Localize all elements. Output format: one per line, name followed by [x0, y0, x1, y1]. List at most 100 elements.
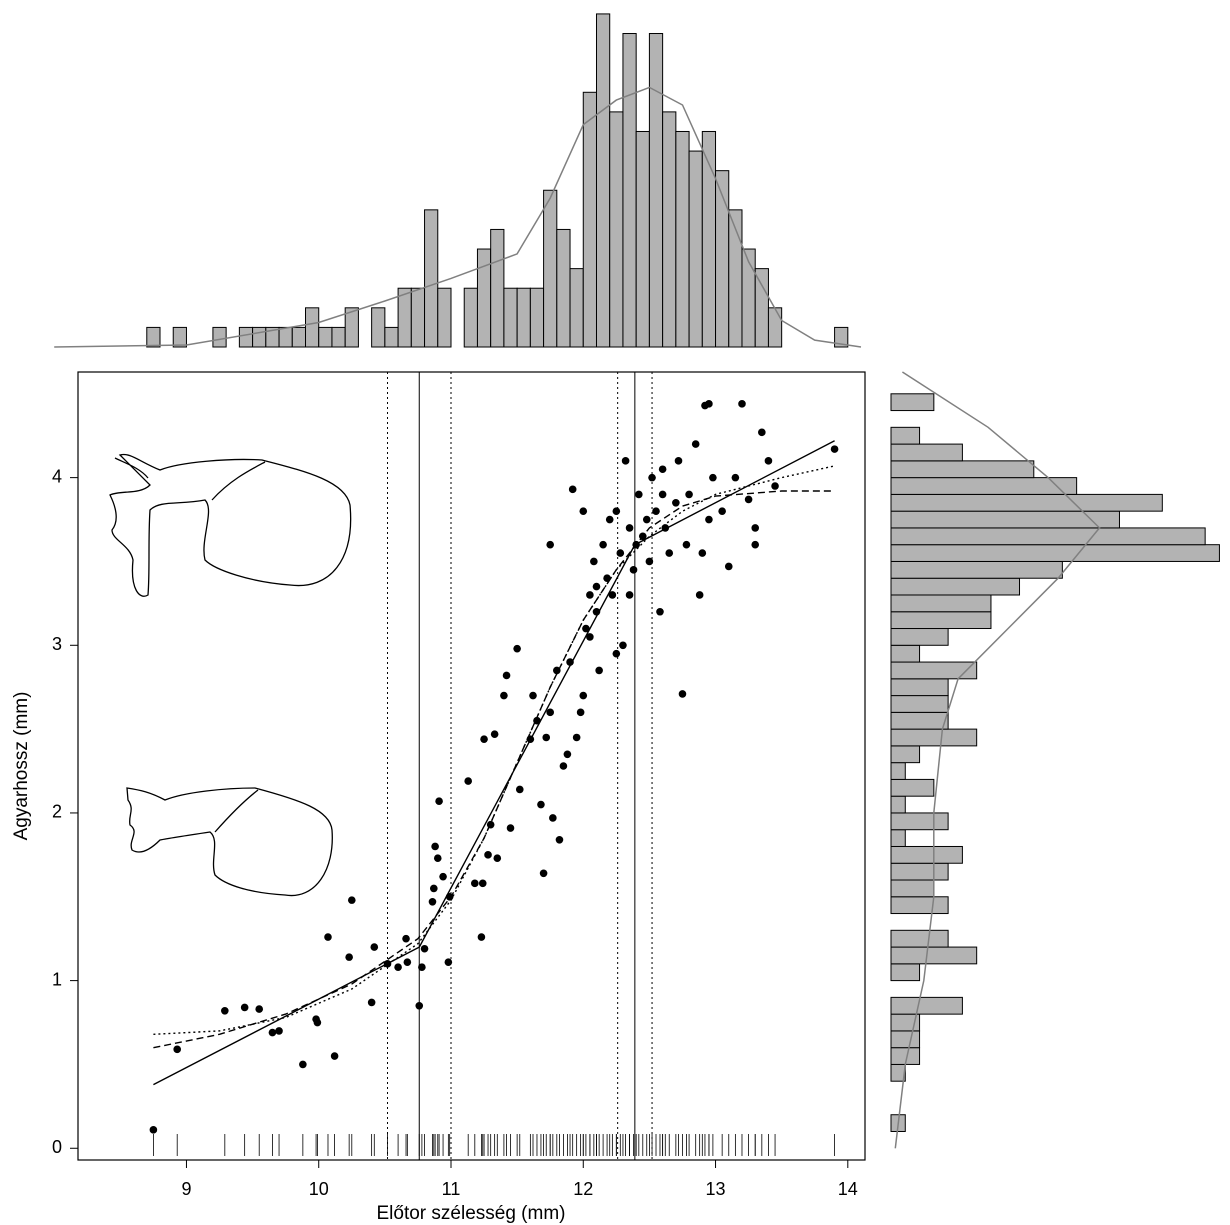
- x-tick-label: 12: [573, 1179, 593, 1199]
- histogram-bar: [890, 644, 921, 663]
- head-drawing: [109, 453, 352, 597]
- histogram-bar: [305, 307, 320, 348]
- y-axis-label: Agyarhossz (mm): [11, 692, 32, 841]
- histogram-bar: [890, 762, 906, 780]
- histogram-bar: [635, 130, 650, 348]
- data-point: [608, 591, 617, 599]
- histogram-bar: [609, 111, 624, 348]
- data-point: [533, 716, 541, 725]
- histogram-bar: [595, 13, 611, 348]
- data-point: [656, 607, 664, 616]
- histogram-bar: [890, 711, 949, 730]
- histogram-bar: [890, 812, 949, 831]
- histogram-bar: [331, 326, 346, 348]
- data-point: [149, 1126, 158, 1134]
- data-point: [477, 933, 486, 941]
- data-point: [420, 944, 429, 953]
- data-point: [674, 457, 683, 465]
- density-curve: [54, 86, 862, 348]
- data-point: [402, 934, 410, 943]
- histogram-bar: [890, 996, 963, 1015]
- data-point: [632, 540, 640, 549]
- x-tick-label: 11: [442, 1179, 461, 1199]
- histogram-bar: [890, 594, 992, 613]
- data-point: [678, 690, 687, 698]
- data-point: [682, 540, 691, 549]
- data-point: [324, 933, 332, 941]
- data-point: [695, 591, 704, 599]
- histogram-bar: [516, 287, 531, 348]
- x-tick-label: 13: [706, 1179, 726, 1199]
- data-point: [645, 557, 654, 566]
- data-point: [484, 851, 492, 859]
- data-point: [506, 824, 515, 832]
- histogram-bar: [890, 728, 978, 747]
- data-point: [435, 797, 443, 806]
- histogram-bar: [890, 678, 949, 697]
- histogram-bar: [622, 33, 637, 348]
- histogram-bar: [397, 287, 412, 348]
- data-point: [738, 400, 746, 408]
- histogram-bar: [890, 1030, 921, 1049]
- data-point: [563, 750, 572, 759]
- y-tick-label: 0: [52, 1137, 62, 1157]
- histogram-bar: [410, 287, 426, 348]
- y-tick-label: 4: [52, 466, 62, 486]
- data-point: [568, 485, 577, 494]
- data-point: [830, 445, 839, 453]
- histogram-bar: [890, 845, 963, 864]
- y-tick-label: 2: [52, 802, 62, 822]
- data-point: [471, 879, 479, 888]
- histogram-bar: [503, 287, 518, 348]
- histogram-bar: [688, 150, 703, 348]
- data-point: [240, 1003, 249, 1012]
- data-point: [539, 869, 548, 878]
- histogram-bar: [890, 560, 1063, 579]
- data-point: [173, 1045, 182, 1054]
- data-point: [629, 566, 638, 574]
- data-point: [431, 842, 439, 851]
- histogram-bar: [371, 307, 386, 348]
- data-point: [576, 708, 585, 717]
- histogram-bar: [890, 393, 935, 412]
- histogram-bar: [890, 879, 935, 898]
- data-point: [566, 658, 574, 666]
- histogram-bar: [463, 287, 478, 348]
- data-point: [625, 524, 634, 532]
- histogram-bar: [890, 946, 978, 965]
- data-point: [595, 666, 603, 675]
- data-point: [590, 557, 598, 566]
- histogram-bar: [754, 268, 769, 348]
- data-point: [758, 428, 766, 437]
- histogram-bar: [318, 326, 333, 348]
- data-point: [490, 730, 499, 738]
- histogram-bar: [437, 287, 452, 348]
- fit-line: [153, 490, 835, 1049]
- histogram-bar: [252, 326, 267, 348]
- x-tick-label: 9: [181, 1179, 191, 1199]
- data-point: [493, 854, 502, 863]
- histogram-bar: [890, 829, 906, 847]
- data-point: [691, 440, 700, 448]
- data-point: [313, 1018, 322, 1027]
- data-point: [486, 820, 495, 829]
- data-point: [502, 671, 511, 680]
- data-point: [648, 473, 656, 482]
- data-point: [638, 532, 647, 541]
- data-point: [579, 507, 588, 515]
- data-point: [592, 607, 601, 616]
- histogram-bar: [834, 326, 849, 348]
- data-point: [672, 498, 680, 507]
- data-point: [592, 582, 601, 591]
- histogram-bar: [212, 326, 227, 348]
- histogram-bar: [890, 577, 1021, 596]
- data-point: [642, 515, 651, 524]
- histogram-bar: [890, 778, 935, 797]
- y-tick-label: 1: [52, 969, 62, 989]
- data-point: [579, 691, 588, 700]
- histogram-bar: [172, 326, 187, 348]
- data-point: [625, 591, 634, 599]
- histogram-bar: [890, 795, 906, 814]
- histogram-bar: [890, 896, 949, 915]
- data-point: [370, 943, 379, 951]
